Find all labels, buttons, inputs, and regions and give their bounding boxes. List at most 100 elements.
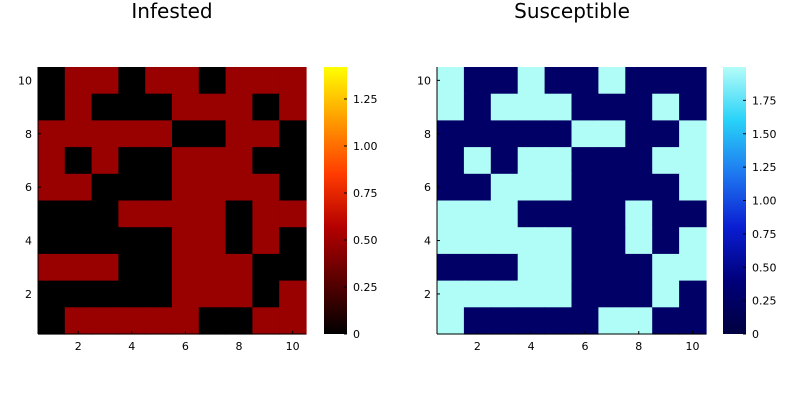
susceptible-cell	[679, 227, 707, 255]
infested-cell	[91, 307, 119, 335]
infested-cell	[38, 200, 66, 228]
infested-cell	[279, 93, 307, 121]
infested-cell	[38, 173, 66, 202]
infested-y-tick-label: 8	[25, 128, 32, 141]
infested-cell	[252, 280, 280, 308]
susceptible-y-tick-label: 4	[424, 235, 431, 248]
susceptible-cell	[437, 120, 465, 148]
susceptible-cell	[652, 280, 680, 308]
susceptible-cell	[490, 200, 519, 228]
infested-cell	[38, 67, 66, 95]
susceptible-cell	[490, 67, 519, 95]
susceptible-cell	[490, 120, 519, 148]
infested-cell	[225, 227, 253, 255]
susceptible-y-tick-label: 10	[417, 74, 431, 87]
susceptible-cell	[625, 67, 653, 95]
susceptible-cell	[544, 120, 573, 148]
infested-colorbar-tick-label: 0.25	[353, 281, 378, 294]
susceptible-cell	[463, 173, 492, 202]
susceptible-cell	[463, 253, 492, 282]
susceptible-cell	[625, 227, 653, 255]
susceptible-cell	[652, 67, 680, 95]
susceptible-cell	[598, 227, 626, 255]
infested-cell	[91, 227, 119, 255]
infested-x-tick-label: 6	[182, 340, 189, 353]
infested-cell	[38, 93, 66, 121]
infested-cell	[225, 173, 253, 202]
infested-cell	[198, 93, 227, 121]
infested-cell	[118, 307, 146, 335]
infested-cell	[279, 173, 307, 202]
infested-cell	[225, 120, 253, 148]
susceptible-cell	[571, 307, 599, 335]
susceptible-cell	[571, 280, 599, 308]
susceptible-colorbar: 0 0.25 0.50 0.75 1.00 1.25 1.50 1.75	[723, 67, 777, 341]
infested-cell	[64, 120, 93, 148]
susceptible-cell	[437, 307, 465, 335]
susceptible-cell	[544, 173, 573, 202]
infested-cell	[91, 120, 119, 148]
infested-cell	[252, 147, 280, 175]
susceptible-cell	[625, 147, 653, 175]
susceptible-x-tick-label: 2	[474, 340, 481, 353]
susceptible-cell	[679, 280, 707, 308]
infested-cell	[91, 280, 119, 308]
susceptible-cell	[544, 280, 573, 308]
susceptible-heatmap	[437, 67, 707, 335]
susceptible-cell	[463, 120, 492, 148]
infested-cell	[279, 147, 307, 175]
infested-cell	[172, 120, 200, 148]
infested-cell	[198, 307, 227, 335]
susceptible-y-tick-label: 2	[424, 288, 431, 301]
infested-cell	[172, 280, 200, 308]
susceptible-cell	[679, 147, 707, 175]
susceptible-cell	[625, 93, 653, 121]
infested-cell	[225, 67, 253, 95]
susceptible-cell	[544, 93, 573, 121]
infested-cell	[38, 120, 66, 148]
susceptible-colorbar-tick-label: 0.25	[752, 295, 777, 308]
infested-cell	[118, 173, 146, 202]
susceptible-cell	[598, 93, 626, 121]
infested-cell	[38, 307, 66, 335]
susceptible-cell	[517, 307, 546, 335]
susceptible-axes: 2 4 6 8 10 2 4 6 8 10	[417, 67, 706, 353]
susceptible-cell	[571, 147, 599, 175]
susceptible-cell	[463, 147, 492, 175]
susceptible-cell	[679, 93, 707, 121]
infested-title: Infested	[131, 0, 212, 23]
susceptible-cell	[652, 227, 680, 255]
susceptible-cell	[517, 147, 546, 175]
susceptible-cell	[679, 120, 707, 148]
infested-cell	[64, 93, 93, 121]
infested-cell	[252, 67, 280, 95]
infested-cell	[198, 120, 227, 148]
infested-cell	[172, 200, 200, 228]
infested-cell	[198, 280, 227, 308]
infested-cell	[64, 173, 93, 202]
susceptible-cell	[490, 93, 519, 121]
susceptible-colorbar-tick-label: 1.00	[752, 195, 777, 208]
susceptible-cell	[437, 227, 465, 255]
infested-colorbar-tick-label: 0.50	[353, 234, 378, 247]
infested-cell	[118, 93, 146, 121]
susceptible-colorbar-tick-label: 0	[752, 328, 759, 341]
susceptible-cell	[517, 200, 546, 228]
infested-cell	[64, 253, 93, 282]
infested-colorbar-gradient	[324, 67, 347, 334]
susceptible-colorbar-tick-label: 1.50	[752, 128, 777, 141]
infested-cell	[198, 200, 227, 228]
infested-y-tick-label: 4	[25, 235, 32, 248]
susceptible-cell	[490, 227, 519, 255]
infested-cell	[198, 147, 227, 175]
susceptible-cell	[517, 173, 546, 202]
susceptible-cell	[652, 147, 680, 175]
infested-y-tick-label: 2	[25, 288, 32, 301]
susceptible-cell	[679, 253, 707, 282]
susceptible-cell	[571, 173, 599, 202]
infested-cell	[198, 173, 227, 202]
susceptible-cell	[490, 307, 519, 335]
infested-cell	[225, 280, 253, 308]
infested-cell	[64, 200, 93, 228]
susceptible-cell	[437, 200, 465, 228]
